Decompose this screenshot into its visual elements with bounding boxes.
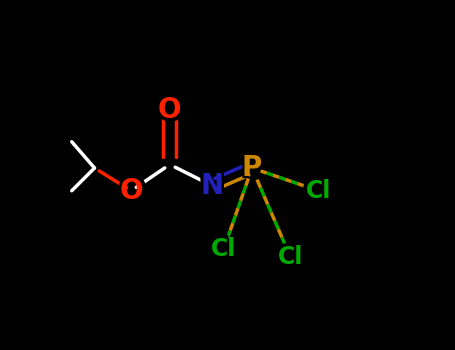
Text: Cl: Cl [207,233,241,264]
Text: Cl: Cl [306,179,331,203]
Text: Cl: Cl [273,242,308,273]
Text: O: O [154,93,185,127]
Text: O: O [116,174,147,208]
Text: Cl: Cl [301,175,336,206]
Text: Cl: Cl [278,245,303,269]
Text: O: O [120,177,143,205]
Text: O: O [158,96,182,124]
Text: N: N [200,172,223,200]
Text: P: P [242,154,262,182]
Text: N: N [197,168,227,203]
Text: Cl: Cl [211,237,237,260]
Text: P: P [239,151,265,185]
